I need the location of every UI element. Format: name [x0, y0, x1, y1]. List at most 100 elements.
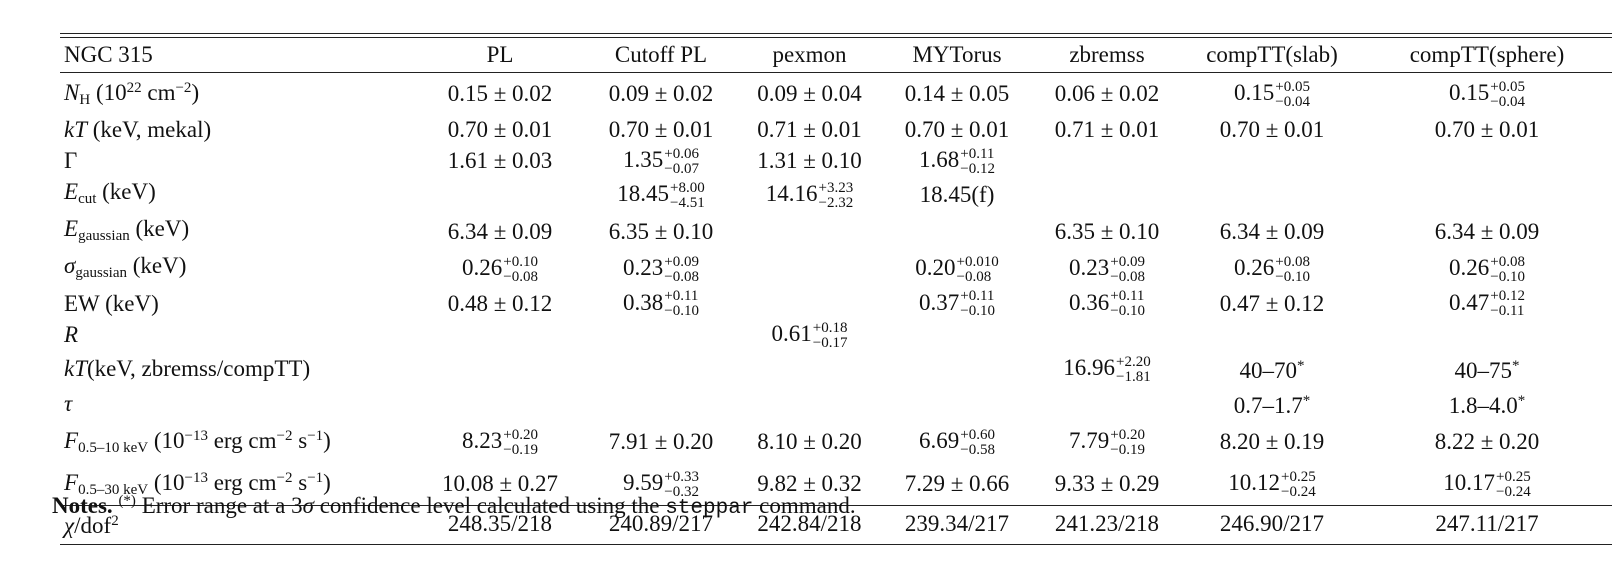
- row-label-tail2: s: [292, 470, 308, 496]
- asymmetric-error: +0.25 −0.24: [1281, 470, 1316, 500]
- cell-value: 0.23: [1069, 255, 1110, 281]
- results-table-container: NGC 315 PL Cutoff PL pexmon MYTorus zbremss co…: [60, 33, 1612, 546]
- table-cell: 0.06 ± 0.02: [1032, 73, 1182, 116]
- row-label: τ: [60, 386, 415, 421]
- error-lower: −0.10: [664, 303, 699, 320]
- asymmetric-error: +0.05 −0.04: [1275, 78, 1310, 110]
- row-label-sup: 2: [111, 513, 119, 530]
- row-label-rest: (10: [148, 470, 185, 496]
- table-cell: 0.47 ± 0.12: [1182, 288, 1362, 320]
- table-cell: [1362, 319, 1612, 351]
- error-lower: −2.32: [818, 195, 854, 212]
- table-cell: 9.33 ± 0.29: [1032, 463, 1182, 506]
- table-cell: 8.20 ± 0.19: [1182, 421, 1362, 463]
- notes-marker: (*): [118, 493, 136, 509]
- row-label-sub: 0.5–10 keV: [78, 440, 149, 457]
- cell-value: 7.79: [1069, 428, 1110, 454]
- cell-value: 0.15: [1449, 80, 1490, 106]
- row-label-main: E: [64, 215, 79, 241]
- table-cell: [1032, 386, 1182, 421]
- table-cell: [737, 288, 882, 320]
- table-cell: 0.15 +0.05 −0.04: [1362, 73, 1612, 116]
- table-cell: 14.16 +3.23 −2.32: [737, 177, 882, 214]
- cell-value: 6.34 ± 0.09: [1219, 219, 1325, 245]
- row-label-sup: −13: [184, 428, 208, 445]
- bottom-rule: [60, 544, 1612, 546]
- error-lower: −0.08: [1110, 269, 1145, 286]
- cell-value: 6.35 ± 0.10: [1054, 219, 1160, 245]
- note-marker: *: [1297, 358, 1305, 375]
- row-label-main: σ: [64, 252, 76, 278]
- error-upper: +0.08: [1490, 254, 1525, 271]
- cell-value: 1.68: [919, 147, 960, 172]
- error-upper: +0.20: [503, 427, 538, 444]
- cell-value: 6.34 ± 0.09: [1434, 219, 1540, 245]
- cell-value: 10.08 ± 0.27: [441, 471, 559, 497]
- error-upper: +0.05: [1275, 78, 1310, 95]
- row-label-plain: EW (keV): [64, 290, 159, 316]
- table-notes: Notes. (*) Error range at a 3σ confidenc…: [52, 493, 856, 520]
- row-label-main: R: [64, 322, 79, 348]
- error-lower: −0.08: [956, 269, 992, 286]
- table-cell: 0.23 +0.09 −0.08: [585, 251, 737, 288]
- table-cell: [415, 319, 585, 351]
- table-cell: 10.08 ± 0.27: [415, 463, 585, 506]
- error-upper: +0.06: [664, 145, 699, 162]
- asymmetric-error: +0.11 −0.10: [960, 289, 995, 319]
- table-cell: [415, 351, 585, 386]
- table-cell: 0.37 +0.11 −0.10: [882, 288, 1032, 320]
- error-lower: −0.32: [664, 484, 699, 501]
- row-label: χ/dof2: [60, 505, 415, 542]
- table-cell: 0.26 +0.10 −0.08: [415, 251, 585, 288]
- cell-value: 14.16: [765, 181, 818, 207]
- table-row-chi2: χ/dof2 248.35/218 240.89/217 242.84/218 239.…: [60, 505, 1612, 542]
- cell-value: 0.70 ± 0.01: [447, 117, 553, 142]
- table-cell: [882, 319, 1032, 351]
- cell-value: 0.47: [1449, 289, 1490, 315]
- table-row: EW (keV) 0.48 ± 0.12 0.38 +0.11 −0.10 0.37 +0.…: [60, 288, 1612, 320]
- table-row: R 0.61 +0.18 −0.17: [60, 319, 1612, 351]
- table-cell: 0.48 ± 0.12: [415, 288, 585, 320]
- notes-text-mid: confidence level calculated using the: [313, 493, 666, 518]
- table-row: kT(keV, zbremss/compTT) 16.96 +2.20 −1.81 40…: [60, 351, 1612, 386]
- table-cell: 1.31 ± 0.10: [737, 145, 882, 177]
- error-upper: +0.20: [1110, 427, 1145, 444]
- table-row: NH (1022 cm−2) 0.15 ± 0.02 0.09 ± 0.02 0.09…: [60, 73, 1612, 116]
- table-cell: 242.84/218: [737, 505, 882, 542]
- note-marker: *: [1517, 393, 1526, 410]
- cell-value: 40–75: [1454, 358, 1513, 384]
- notes-sigma: σ: [302, 493, 314, 518]
- table-cell: 40–70*: [1182, 351, 1362, 386]
- table-cell: 8.23 +0.20 −0.19: [415, 421, 585, 463]
- error-upper: +0.60: [960, 427, 995, 444]
- table-cell: [1182, 177, 1362, 214]
- table-cell: [585, 386, 737, 421]
- column-header-4: MYTorus: [882, 38, 1032, 73]
- cell-value: 0.09 ± 0.02: [608, 81, 714, 106]
- table-cell: 10.12 +0.25 −0.24: [1182, 463, 1362, 506]
- row-label-sup2: −2: [276, 428, 293, 445]
- row-label-tail: erg cm: [207, 428, 277, 454]
- cell-value: 0.15 ± 0.02: [447, 81, 553, 106]
- asymmetric-error: +3.23 −2.32: [819, 181, 854, 211]
- row-label: EW (keV): [60, 288, 415, 320]
- error-lower: −0.17: [812, 335, 848, 352]
- cell-value: 8.10 ± 0.20: [757, 429, 862, 455]
- error-upper: +0.10: [503, 254, 538, 271]
- column-header-0: NGC 315: [60, 38, 415, 73]
- cell-value: 10.17: [1443, 470, 1496, 496]
- cell-value: 0.26: [1234, 255, 1275, 281]
- table-cell: 6.34 ± 0.09: [415, 214, 585, 251]
- cell-value: 6.69: [919, 428, 960, 454]
- row-label-main: F: [64, 470, 79, 496]
- row-label-tail: erg cm: [207, 470, 277, 496]
- table-cell: 0.71 ± 0.01: [1032, 115, 1182, 145]
- row-label-end: ): [191, 80, 200, 105]
- cell-value: 6.34 ± 0.09: [447, 219, 553, 245]
- table-cell: [1182, 145, 1362, 177]
- table-cell: 0.47 +0.12 −0.11: [1362, 288, 1612, 320]
- column-header-1: PL: [415, 38, 585, 73]
- cell-value: 40–70: [1239, 358, 1298, 384]
- note-marker: *: [1302, 393, 1311, 410]
- table-cell: [1362, 145, 1612, 177]
